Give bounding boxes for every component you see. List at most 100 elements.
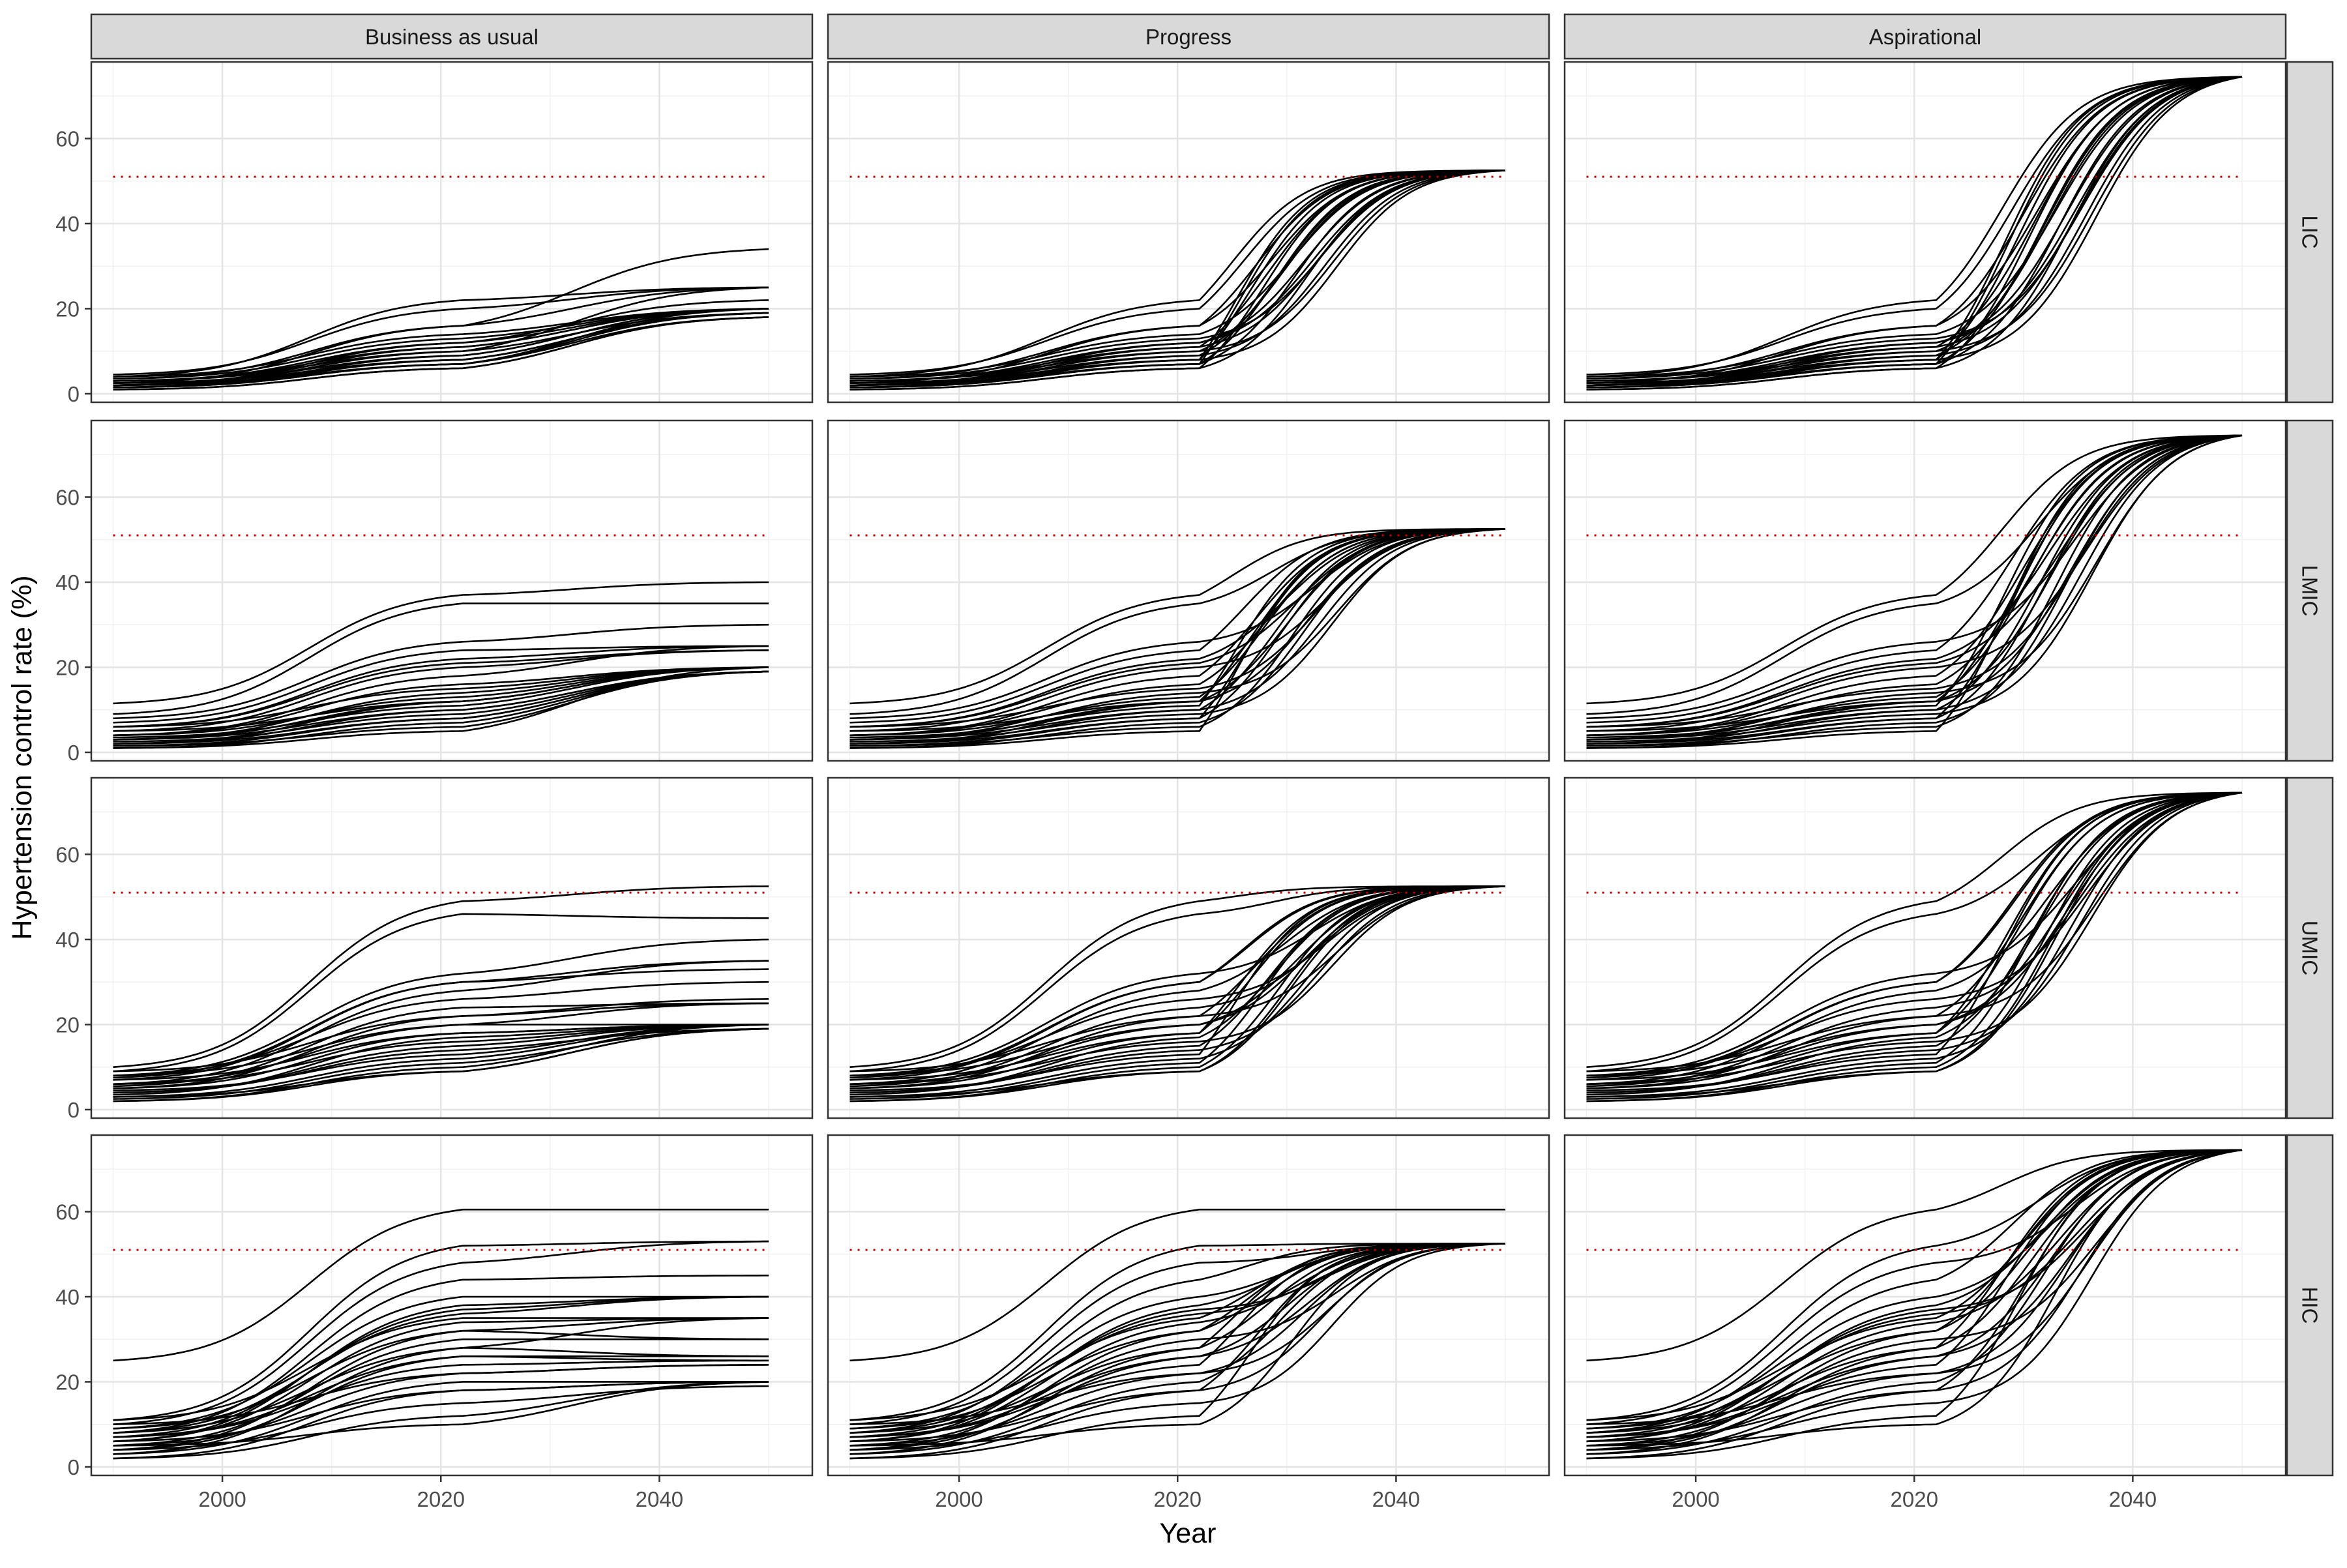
series-line xyxy=(113,1364,769,1447)
series-line xyxy=(849,528,1506,745)
series-line xyxy=(113,1295,769,1443)
series-line xyxy=(849,528,1505,705)
series-line xyxy=(113,286,769,376)
panel-border xyxy=(827,1134,1550,1477)
series-line xyxy=(1586,1149,2243,1438)
series-line xyxy=(1586,1149,2243,1451)
series-line xyxy=(1586,1149,2243,1460)
series-line xyxy=(1586,791,2243,1100)
series-line xyxy=(1586,1149,2243,1451)
series-line xyxy=(1586,76,2243,387)
x-tick-label: 2000 xyxy=(198,1487,246,1511)
x-tick-label: 2020 xyxy=(1154,1487,1202,1511)
series-line xyxy=(849,885,1506,1098)
series-line xyxy=(113,968,769,1079)
panel-background xyxy=(91,62,812,402)
series-line xyxy=(849,885,1505,1072)
series-line xyxy=(849,528,1506,737)
y-tick-label: 20 xyxy=(55,1013,80,1037)
series-line xyxy=(113,316,769,389)
facet-panel-hic-2: 2000 2020 2040 xyxy=(827,1134,1550,1511)
series-line xyxy=(1586,434,2243,743)
facet-panel-lic-3 xyxy=(1563,61,2287,404)
series-line xyxy=(1586,434,2243,728)
series-line xyxy=(1586,1149,2243,1438)
series-line xyxy=(849,885,1506,1102)
series-line xyxy=(113,885,769,1068)
series-line xyxy=(113,1359,769,1438)
column-strip-background xyxy=(827,13,1550,60)
x-tick-label: 2040 xyxy=(2109,1487,2157,1511)
panel-background xyxy=(828,421,1549,761)
series-line xyxy=(1586,791,2243,1077)
series-line xyxy=(849,528,1506,743)
row-strip-label: HIC xyxy=(2298,1287,2322,1324)
panel-background xyxy=(828,62,1549,402)
series-line xyxy=(849,528,1505,747)
panel-background xyxy=(1565,421,2286,761)
series-line xyxy=(113,1317,769,1451)
series-line xyxy=(1586,76,2243,380)
panel-border xyxy=(90,777,814,1119)
row-strip-label: LIC xyxy=(2298,215,2322,248)
series-line xyxy=(849,885,1506,1087)
series-line xyxy=(113,666,769,728)
series-line xyxy=(849,1243,1506,1438)
row-strip-background xyxy=(2286,777,2334,1119)
y-tick-label: 60 xyxy=(55,842,80,866)
x-axis-title: Year xyxy=(1160,1518,1217,1549)
row-strip-lmic: LMIC xyxy=(2286,419,2334,762)
column-strip-label: Progress xyxy=(1145,25,1232,49)
series-line xyxy=(113,1024,769,1077)
series-line xyxy=(113,938,769,1077)
facet-panel-lmic-2 xyxy=(827,419,1550,762)
y-tick-label: 20 xyxy=(55,1370,80,1394)
series-line xyxy=(1586,1149,2243,1447)
x-tick-label: 2020 xyxy=(1891,1487,1938,1511)
series-line xyxy=(1586,1149,2243,1425)
series-line xyxy=(113,1024,769,1091)
series-line xyxy=(1586,791,2243,1098)
series-line xyxy=(849,528,1505,739)
series-line xyxy=(849,1243,1506,1451)
y-tick-label: 60 xyxy=(55,485,80,509)
series-line xyxy=(1586,434,2243,749)
series-line xyxy=(113,670,769,747)
row-strip-label: LMIC xyxy=(2298,565,2322,617)
series-line xyxy=(849,1243,1505,1434)
y-tick-label: 0 xyxy=(68,1098,80,1122)
series-line xyxy=(849,170,1506,391)
series-line xyxy=(113,602,769,715)
series-line xyxy=(1586,76,2243,382)
series-line xyxy=(1586,791,2243,1091)
y-tick-label: 60 xyxy=(55,1200,80,1224)
panel-border xyxy=(827,61,1550,404)
series-line xyxy=(1586,791,2243,1079)
row-strip-umic: UMIC xyxy=(2286,777,2334,1119)
series-line xyxy=(113,649,769,728)
y-tick-label: 40 xyxy=(55,570,80,595)
series-line xyxy=(1586,791,2243,1068)
column-strip-background xyxy=(90,13,814,60)
series-line xyxy=(849,885,1506,1086)
series-line xyxy=(113,1295,769,1434)
y-tick-label: 40 xyxy=(55,212,80,236)
series-line xyxy=(849,1243,1505,1460)
series-line xyxy=(849,1243,1506,1447)
series-line xyxy=(1586,1149,2243,1362)
series-line xyxy=(849,885,1506,1077)
series-line xyxy=(1586,434,2243,741)
series-line xyxy=(1586,1149,2243,1434)
series-line xyxy=(113,1240,769,1421)
series-line xyxy=(1586,434,2243,739)
y-tick-label: 40 xyxy=(55,928,80,952)
series-line xyxy=(1586,791,2243,1087)
row-strip-label: UMIC xyxy=(2298,921,2322,975)
y-tick-label: 40 xyxy=(55,1285,80,1309)
panel-border xyxy=(90,61,814,404)
series-line xyxy=(849,1243,1506,1438)
series-line xyxy=(849,1243,1506,1447)
column-strip-label: Business as usual xyxy=(365,25,539,49)
